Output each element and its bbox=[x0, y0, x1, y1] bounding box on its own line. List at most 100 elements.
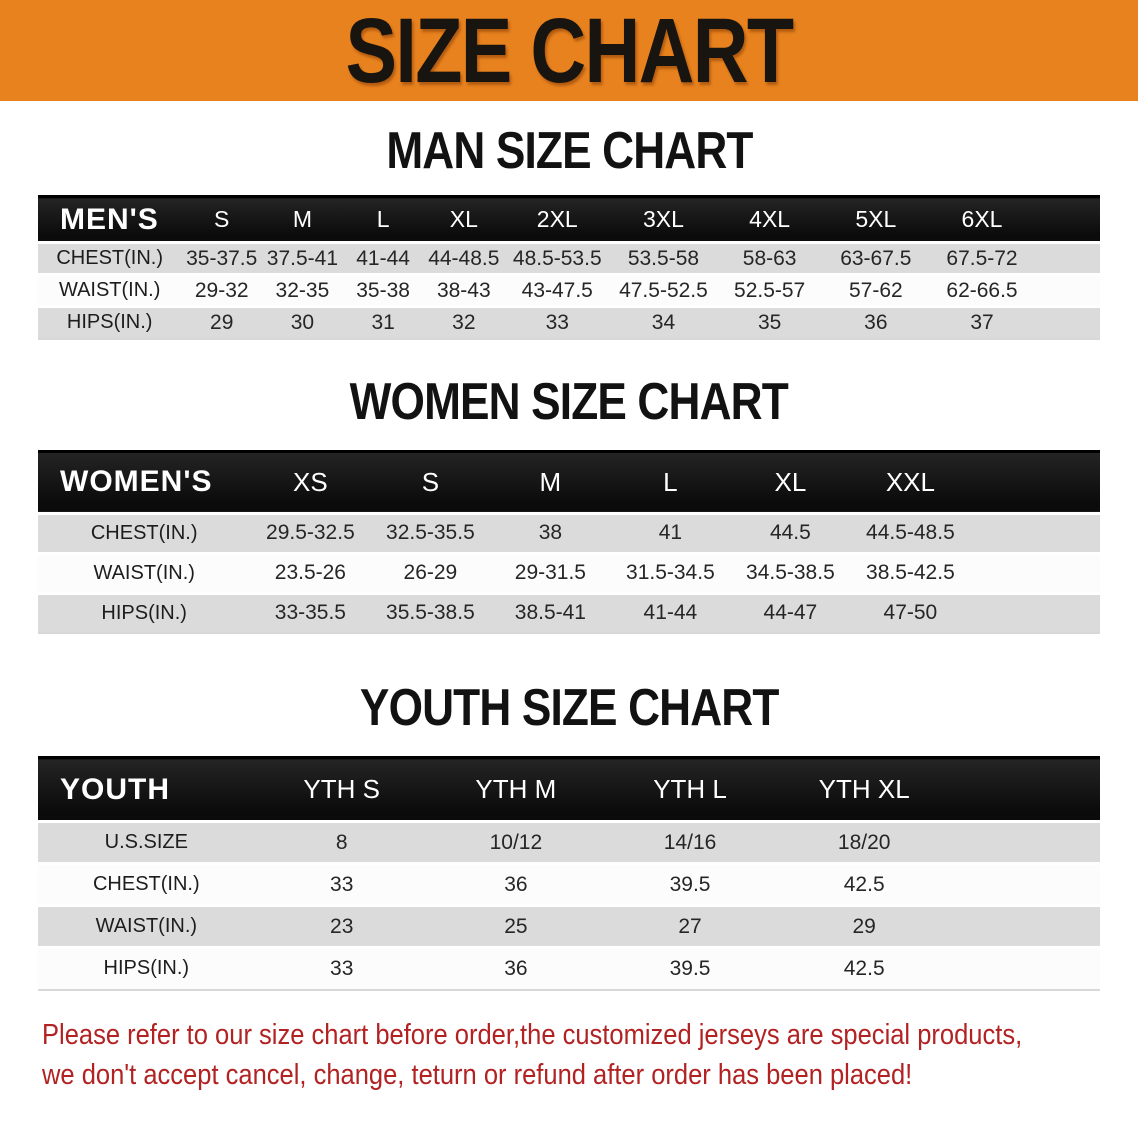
women-size-heading: WOMEN SIZE CHART bbox=[0, 376, 1138, 428]
size-value-cell: 35-38 bbox=[356, 278, 410, 302]
size-value-cell: 34 bbox=[651, 310, 676, 334]
header-filler-cell bbox=[1035, 195, 1100, 244]
size-value-cell: 41-44 bbox=[356, 246, 410, 270]
size-column-header: L bbox=[342, 195, 424, 244]
measurement-row: CHEST(IN.) 33 36 39.5 42.5 bbox=[38, 863, 1100, 906]
women-size-section: WOMEN SIZE CHART WOMEN'S XS S M L XL XXL CHEST… bbox=[0, 376, 1138, 634]
size-value-cell: 14/16 bbox=[663, 830, 717, 854]
men-size-section: MAN SIZE CHART MEN'S S M L XL 2XL 3XL 4XL 5XL 6XL… bbox=[0, 125, 1138, 340]
size-column-header: S bbox=[370, 449, 491, 514]
size-value-cell: 44.5 bbox=[769, 521, 811, 544]
size-value-cell: 29-31.5 bbox=[514, 561, 586, 584]
order-notice-line-2: we don't accept cancel, change, teturn o… bbox=[42, 1058, 913, 1091]
size-column-header: YTH S bbox=[254, 756, 429, 823]
size-value-cell: 38 bbox=[538, 521, 563, 544]
row-label: WAIST(IN.) bbox=[95, 915, 198, 937]
row-label: CHEST(IN.) bbox=[90, 521, 198, 544]
order-notice: Please refer to our size chart before or… bbox=[42, 1015, 1138, 1095]
size-value-cell: 8 bbox=[335, 830, 348, 854]
row-filler-cell bbox=[1035, 275, 1100, 307]
size-value-cell: 52.5-57 bbox=[734, 278, 806, 302]
size-value-cell: 33 bbox=[545, 310, 569, 334]
size-column-header: XL bbox=[423, 195, 505, 244]
row-filler-cell bbox=[951, 948, 1100, 990]
row-label: WAIST(IN.) bbox=[93, 561, 195, 584]
size-value-cell: 41 bbox=[658, 521, 683, 544]
row-label: HIPS(IN.) bbox=[103, 957, 190, 980]
size-column-header: XL bbox=[730, 449, 851, 514]
size-column-header: 4XL bbox=[716, 195, 823, 244]
row-label: HIPS(IN.) bbox=[101, 601, 187, 624]
size-value-cell: 38.5-42.5 bbox=[866, 561, 955, 584]
size-value-cell: 31 bbox=[371, 310, 395, 334]
women-size-heading-text: WOMEN SIZE CHART bbox=[349, 372, 789, 431]
measurement-row: U.S.SIZE 8 10/12 14/16 18/20 bbox=[38, 821, 1100, 864]
size-value-cell: 44.5-48.5 bbox=[866, 521, 955, 544]
size-value-cell: 36 bbox=[864, 310, 888, 334]
row-filler-cell bbox=[951, 822, 1100, 864]
size-value-cell: 37.5-41 bbox=[266, 246, 339, 270]
row-filler-cell bbox=[951, 864, 1100, 906]
size-value-cell: 36 bbox=[504, 956, 528, 980]
row-label: WAIST(IN.) bbox=[58, 279, 161, 301]
size-value-cell: 27 bbox=[678, 914, 702, 938]
size-column-header: 3XL bbox=[610, 195, 717, 244]
size-value-cell: 42.5 bbox=[843, 956, 885, 980]
men-size-heading-text: MAN SIZE CHART bbox=[385, 122, 753, 180]
row-label: U.S.SIZE bbox=[104, 831, 188, 853]
measurement-row: HIPS(IN.) 29 30 31 32 33 34 35 36 37 bbox=[38, 306, 1100, 339]
size-value-cell: 32-35 bbox=[275, 278, 330, 302]
size-value-cell: 31.5-34.5 bbox=[626, 561, 715, 584]
size-value-cell: 29 bbox=[852, 914, 876, 938]
size-value-cell: 10/12 bbox=[489, 830, 543, 854]
measurement-row: CHEST(IN.) 35-37.5 37.5-41 41-44 44-48.5 48.5… bbox=[38, 242, 1100, 275]
measurement-row: HIPS(IN.) 33-35.5 35.5-38.5 38.5-41 41-44 44-… bbox=[38, 593, 1100, 633]
size-value-cell: 41-44 bbox=[643, 601, 698, 625]
size-value-cell: 32 bbox=[452, 310, 476, 334]
youth-size-table: YOUTH YTH S YTH M YTH L YTH XL U.S.SIZE 8 10/1… bbox=[38, 756, 1100, 991]
youth-size-heading: YOUTH SIZE CHART bbox=[0, 682, 1138, 734]
table-header-row: MEN'S S M L XL 2XL 3XL 4XL 5XL 6XL bbox=[38, 195, 1100, 244]
size-value-cell: 35 bbox=[757, 310, 782, 334]
youth-table-head: YOUTH YTH S YTH M YTH L YTH XL bbox=[38, 756, 1100, 823]
size-value-cell: 33 bbox=[330, 956, 354, 980]
size-value-cell: 38-43 bbox=[436, 278, 491, 302]
size-value-cell: 23 bbox=[330, 914, 354, 938]
youth-table-body: U.S.SIZE 8 10/12 14/16 18/20 CHEST(IN.) 33 36 39… bbox=[38, 821, 1100, 990]
size-value-cell: 32.5-35.5 bbox=[386, 521, 475, 544]
size-value-cell: 39.5 bbox=[669, 872, 711, 896]
measurement-row: CHEST(IN.) 29.5-32.5 32.5-35.5 38 41 44.5 44.5… bbox=[38, 513, 1100, 553]
women-table-head: WOMEN'S XS S M L XL XXL bbox=[38, 449, 1100, 514]
table-title-cell: WOMEN'S bbox=[38, 449, 251, 514]
size-value-cell: 44-47 bbox=[763, 601, 818, 625]
row-label: CHEST(IN.) bbox=[56, 247, 164, 269]
table-title-cell: YOUTH bbox=[38, 756, 255, 823]
size-value-cell: 18/20 bbox=[837, 830, 891, 854]
size-column-header: M bbox=[262, 195, 343, 244]
measurement-row: WAIST(IN.) 23.5-26 26-29 29-31.5 31.5-34.5 34… bbox=[38, 553, 1100, 593]
size-column-header: M bbox=[490, 449, 611, 514]
row-label: CHEST(IN.) bbox=[92, 873, 200, 895]
size-value-cell: 33 bbox=[330, 872, 354, 896]
size-column-header: 6XL bbox=[928, 195, 1036, 244]
size-value-cell: 29-32 bbox=[194, 278, 249, 302]
size-column-header: YTH L bbox=[602, 756, 778, 823]
size-value-cell: 38.5-41 bbox=[514, 601, 586, 625]
header-filler-cell bbox=[970, 449, 1100, 514]
size-value-cell: 26-29 bbox=[403, 561, 458, 584]
row-filler-cell bbox=[1035, 243, 1100, 275]
size-value-cell: 67.5-72 bbox=[946, 246, 1018, 270]
men-table-body: CHEST(IN.) 35-37.5 37.5-41 41-44 44-48.5 48.5… bbox=[38, 242, 1100, 339]
size-column-header: S bbox=[181, 195, 263, 244]
size-value-cell: 48.5-53.5 bbox=[512, 246, 602, 270]
table-header-row: WOMEN'S XS S M L XL XXL bbox=[38, 449, 1100, 514]
women-size-table: WOMEN'S XS S M L XL XXL CHEST(IN.) 29.5-32.5 32.… bbox=[38, 449, 1100, 634]
size-column-header: YTH M bbox=[428, 756, 603, 823]
size-value-cell: 53.5-58 bbox=[627, 246, 700, 270]
size-value-cell: 63-67.5 bbox=[840, 246, 912, 270]
size-column-header: 2XL bbox=[504, 195, 611, 244]
row-filler-cell bbox=[951, 906, 1100, 948]
size-value-cell: 47.5-52.5 bbox=[619, 278, 708, 302]
measurement-row: WAIST(IN.) 29-32 32-35 35-38 38-43 43-47.5 47.… bbox=[38, 274, 1100, 307]
size-value-cell: 29 bbox=[210, 310, 234, 334]
